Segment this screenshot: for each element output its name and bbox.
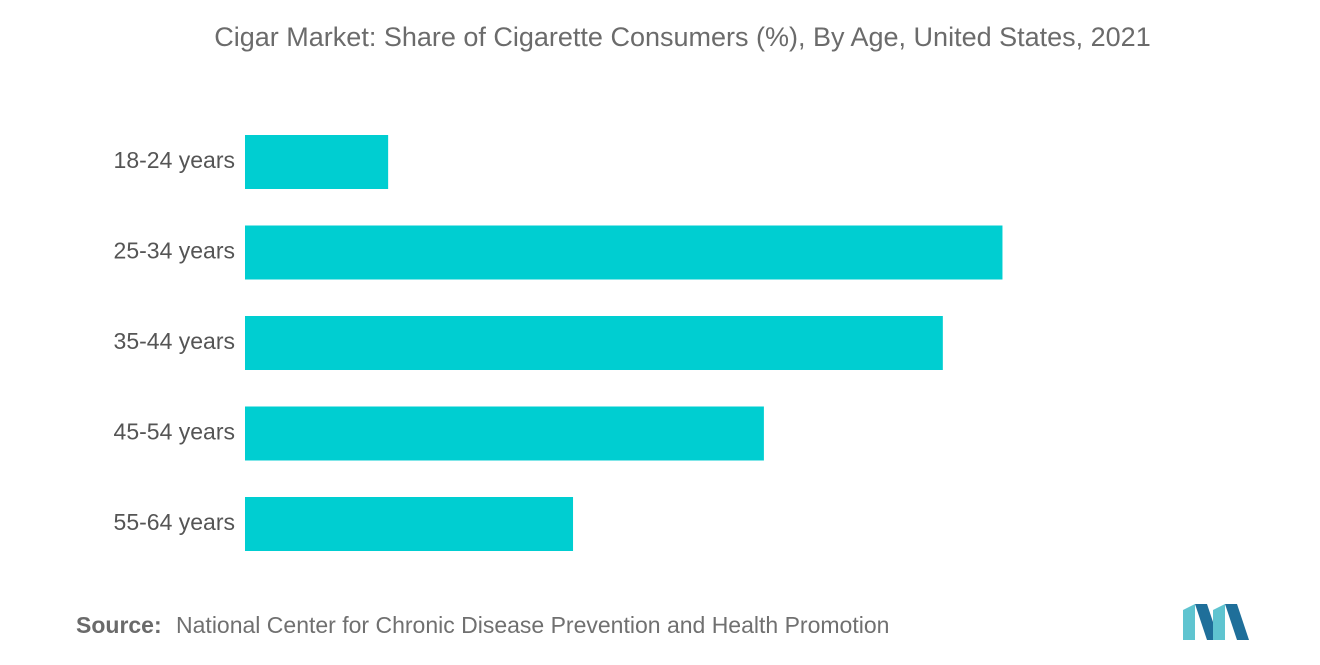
bar <box>245 225 1003 280</box>
bar <box>245 497 574 551</box>
bar-chart: 18-24 years 25-34 years 35-44 years 45-54 y… <box>114 135 1003 551</box>
source-text: National Center for Chronic Disease Prev… <box>176 612 890 638</box>
bar <box>245 316 943 370</box>
bar <box>245 406 764 461</box>
source-line: Source: National Center for Chronic Dise… <box>76 612 889 639</box>
category-label: 18-24 years <box>114 147 235 173</box>
chart-title: Cigar Market: Share of Cigarette Consume… <box>214 22 1151 52</box>
source-label: Source: <box>76 612 162 638</box>
brand-logo-icon <box>1183 604 1249 640</box>
category-label: 45-54 years <box>114 419 235 445</box>
bar <box>245 135 389 189</box>
category-label: 35-44 years <box>114 328 235 354</box>
category-label: 55-64 years <box>114 509 235 535</box>
category-label: 25-34 years <box>114 238 235 264</box>
